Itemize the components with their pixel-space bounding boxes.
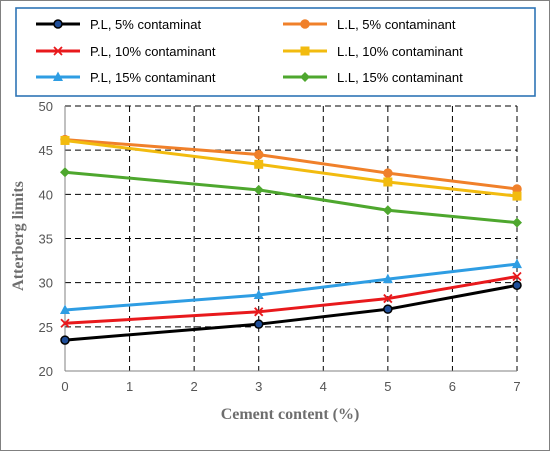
data-point xyxy=(60,318,70,328)
data-point xyxy=(253,319,264,329)
series-5 xyxy=(60,258,522,315)
legend-marker xyxy=(300,19,310,29)
y-axis-title: Atterberg limits xyxy=(10,181,27,291)
legend-item-5: P.L, 15% contaminant xyxy=(36,70,216,85)
series-3 xyxy=(60,271,522,328)
x-tick-label: 4 xyxy=(320,379,327,394)
data-point xyxy=(382,273,393,284)
data-point xyxy=(60,335,70,345)
x-marker-stroke xyxy=(512,271,522,282)
x-marker-stroke xyxy=(60,318,70,328)
data-point xyxy=(383,304,393,314)
data-point xyxy=(60,304,70,315)
x-tick-label: 2 xyxy=(191,379,198,394)
series-layer xyxy=(60,134,522,345)
x-tick-label: 7 xyxy=(513,379,520,394)
data-point xyxy=(253,184,264,195)
y-tick-label: 25 xyxy=(39,320,53,335)
legend-label: P.L, 15% contaminant xyxy=(90,70,216,85)
x-marker-stroke xyxy=(254,307,264,317)
data-point xyxy=(383,293,393,304)
series-line xyxy=(63,262,519,312)
legend-label: P.L, 10% contaminant xyxy=(90,44,216,59)
data-point xyxy=(60,135,70,145)
data-point xyxy=(253,149,264,160)
x-marker-stroke xyxy=(53,46,63,56)
data-point xyxy=(512,217,522,228)
data-point xyxy=(512,271,522,282)
legend-item-4: L.L, 10% contaminant xyxy=(283,44,463,59)
x-marker-stroke xyxy=(383,293,393,304)
y-tick-label: 30 xyxy=(39,276,53,291)
legend-item-3: P.L, 10% contaminant xyxy=(36,44,216,59)
data-point xyxy=(383,177,393,187)
series-line xyxy=(63,138,519,191)
legend-item-1: P.L, 5% contaminat xyxy=(36,17,201,32)
y-tick-label: 20 xyxy=(39,364,53,379)
data-point xyxy=(254,307,264,317)
x-tick-label: 6 xyxy=(449,379,456,394)
series-line xyxy=(63,138,519,198)
legend-label: P.L, 5% contaminat xyxy=(90,17,201,32)
x-tick-label: 5 xyxy=(384,379,391,394)
series-line xyxy=(63,283,519,342)
data-point xyxy=(60,167,70,178)
series-6 xyxy=(60,167,522,228)
data-point xyxy=(383,168,393,178)
y-tick-label: 50 xyxy=(39,99,53,114)
x-tick-label: 3 xyxy=(255,379,262,394)
series-4 xyxy=(60,135,522,201)
data-point xyxy=(512,280,522,291)
x-axis-title: Cement content (%) xyxy=(221,406,360,423)
data-point xyxy=(512,191,522,201)
legend-label: L.L, 5% contaminant xyxy=(337,17,456,32)
legend-item-6: L.L, 15% contaminant xyxy=(283,70,463,85)
x-tick-label: 0 xyxy=(61,379,68,394)
series-line xyxy=(63,274,519,325)
series-line xyxy=(63,170,519,225)
legend-marker xyxy=(300,72,310,82)
legend-item-2: L.L, 5% contaminant xyxy=(283,17,456,32)
data-point xyxy=(512,258,522,269)
y-tick-label: 45 xyxy=(39,143,53,158)
legend-marker xyxy=(53,46,63,56)
legend: P.L, 5% contaminat L.L, 5% contaminant P.L… xyxy=(36,17,463,85)
legend-marker xyxy=(53,19,63,29)
data-point xyxy=(382,205,393,216)
series-1 xyxy=(60,280,522,345)
data-point xyxy=(254,159,264,169)
y-tick-label: 40 xyxy=(39,187,53,202)
legend-marker xyxy=(300,46,310,56)
data-point xyxy=(253,289,264,300)
legend-box xyxy=(15,7,536,97)
legend-marker xyxy=(53,71,63,81)
x-tick-label: 1 xyxy=(126,379,133,394)
legend-label: L.L, 15% contaminant xyxy=(337,70,463,85)
legend-label: L.L, 10% contaminant xyxy=(337,44,463,59)
y-tick-label: 35 xyxy=(39,232,53,247)
